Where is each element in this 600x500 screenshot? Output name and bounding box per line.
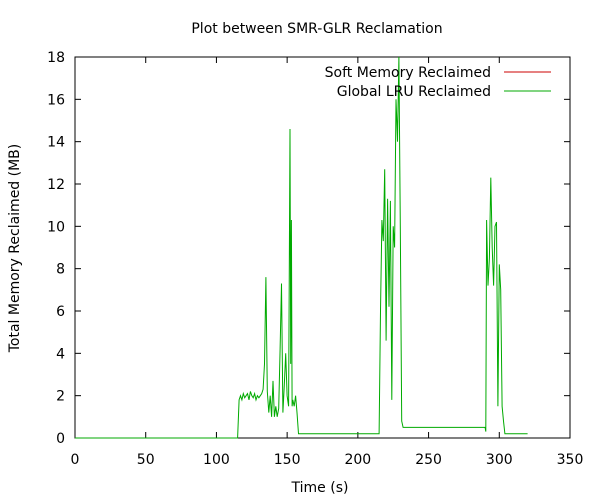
y-tick-label: 10 <box>47 219 65 235</box>
x-tick-label: 100 <box>203 452 230 468</box>
series-line-1 <box>75 56 528 439</box>
x-tick-label: 200 <box>344 452 371 468</box>
x-axis-label: Time (s) <box>291 480 349 496</box>
x-tick-label: 300 <box>486 452 513 468</box>
legend-label-1: Global LRU Reclaimed <box>337 84 491 100</box>
y-tick-label: 0 <box>56 431 65 447</box>
x-tick-label: 150 <box>274 452 301 468</box>
x-tick-label: 250 <box>415 452 442 468</box>
x-tick-label: 0 <box>71 452 80 468</box>
y-tick-label: 4 <box>56 346 65 362</box>
legend-label-0: Soft Memory Reclaimed <box>325 65 491 81</box>
y-tick-label: 8 <box>56 262 65 278</box>
plot-frame <box>74 56 571 439</box>
x-tick-label: 50 <box>137 452 155 468</box>
y-tick-label: 12 <box>47 177 65 193</box>
chart-title: Plot between SMR-GLR Reclamation <box>191 21 442 37</box>
y-tick-label: 6 <box>56 304 65 320</box>
y-tick-label: 18 <box>47 50 65 66</box>
series-lines <box>75 56 528 439</box>
y-axis: 0 2 4 6 8 10 12 14 16 18 <box>47 50 570 447</box>
x-tick-label: 350 <box>557 452 584 468</box>
x-axis: 0 50 100 150 200 250 300 350 <box>71 57 584 468</box>
legend: Soft Memory Reclaimed Global LRU Reclaime… <box>325 65 551 100</box>
y-axis-label: Total Memory Reclaimed (MB) <box>7 144 23 354</box>
y-tick-label: 14 <box>47 135 65 151</box>
y-tick-label: 2 <box>56 389 65 405</box>
y-tick-label: 16 <box>47 92 65 108</box>
